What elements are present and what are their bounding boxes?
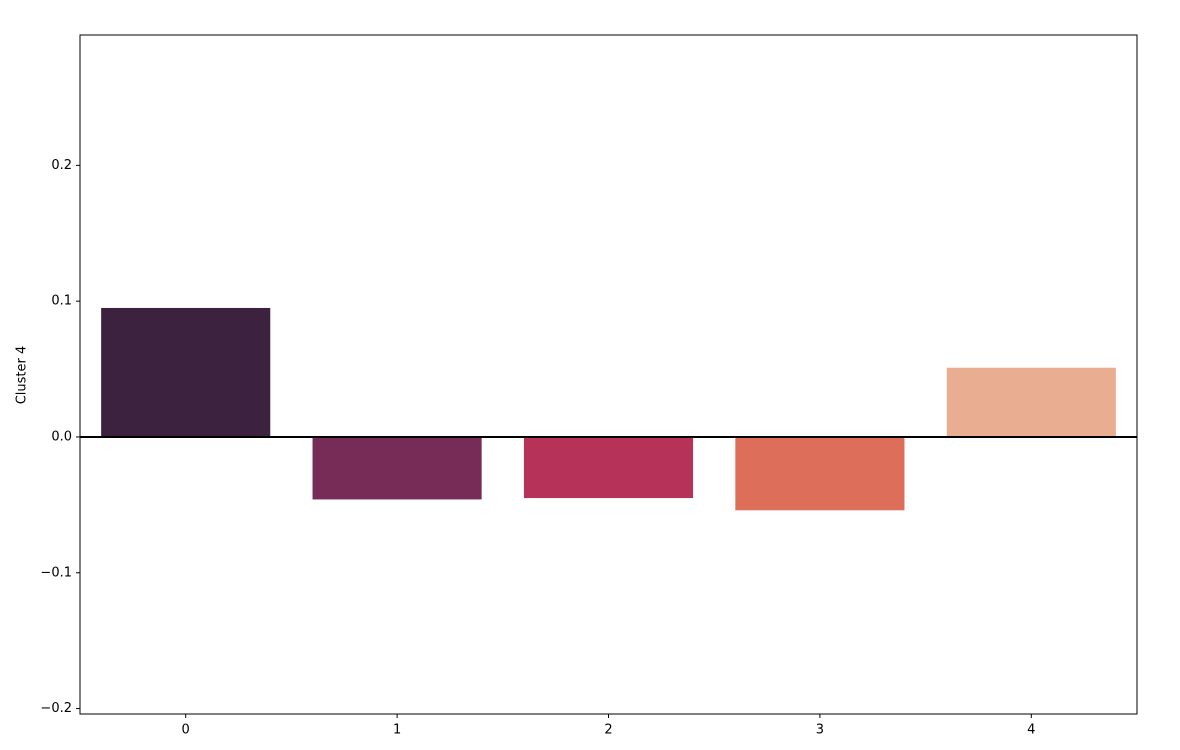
y-axis-label: Cluster 4 [15, 346, 30, 405]
y-tick-label: −0.2 [40, 701, 72, 716]
y-tick-label: 0.1 [51, 294, 72, 309]
bar [101, 307, 271, 437]
plot-frame [79, 34, 1138, 715]
bar [735, 436, 905, 511]
x-tick-label: 2 [604, 723, 612, 738]
bar [312, 436, 482, 500]
bar [523, 436, 694, 499]
x-tick-label: 4 [1027, 723, 1035, 738]
x-tick-label: 3 [816, 723, 824, 738]
y-tick-label: 0.0 [51, 429, 72, 444]
x-tick-label: 0 [182, 723, 190, 738]
x-tick-label: 1 [393, 723, 401, 738]
y-tick-label: −0.1 [40, 565, 72, 580]
bar [946, 367, 1116, 437]
y-tick-label: 0.2 [51, 158, 72, 173]
